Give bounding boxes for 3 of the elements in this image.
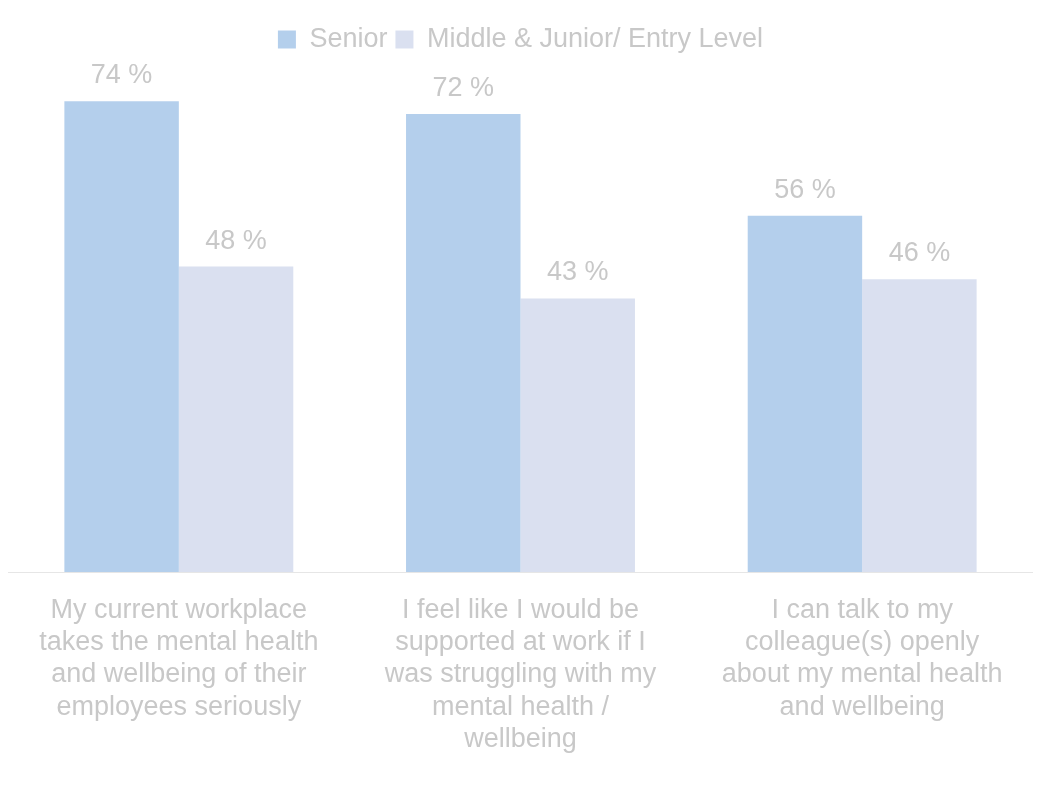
bar (747, 215, 863, 572)
bar (406, 113, 521, 572)
bar (64, 101, 179, 572)
